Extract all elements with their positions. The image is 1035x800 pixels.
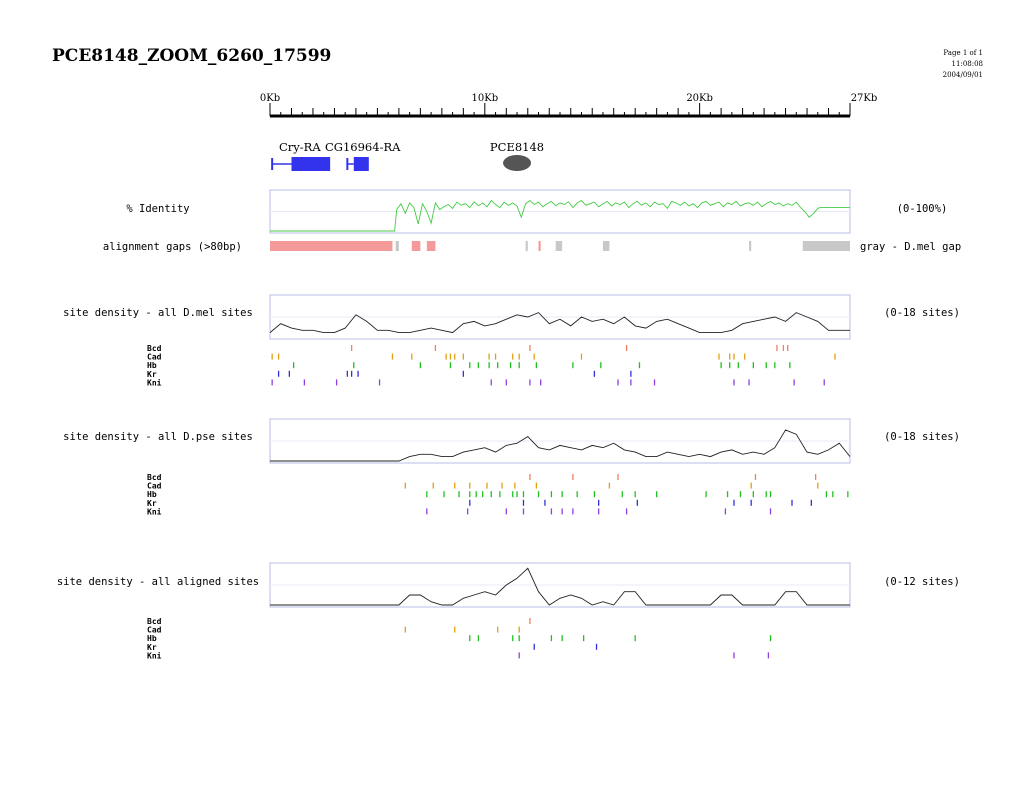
gene-label-cg16964: CG16964-RA [325,140,401,154]
site-row-label: Kr [147,643,157,652]
site-row-label: Cad [147,626,162,635]
site-row-label: Kr [147,499,157,508]
element-label: PCE8148 [490,140,544,154]
site-row-label: Bcd [147,617,162,626]
print-time: 11:08:08 [951,60,983,68]
track-curve [269,312,850,334]
track-label: % Identity [126,203,189,215]
dmel-gap [802,241,850,251]
page-number: Page 1 of 1 [943,49,983,57]
dmel-gap [525,241,528,251]
gene-track: Cry-RA CG16964-RA PCE8148 [271,140,544,171]
track-range-label: (0-18 sites) [884,307,960,319]
ruler-tick-label: 27Kb [851,93,878,104]
track-curve [270,567,850,606]
track-curve [270,429,851,462]
site-row-label: Kni [147,377,162,387]
site-row-label: Kr [147,370,157,379]
track-range-label: (0-100%) [897,203,948,215]
site-row-label: Kni [147,650,162,660]
pce8148-element [503,155,532,171]
site-row-label: Cad [147,353,162,362]
gene-exon [353,157,369,171]
site-row-label: Cad [147,482,162,491]
ruler-tick-label: 20Kb [686,93,713,104]
site-row-label: Hb [147,361,157,370]
site-row-label: Bcd [147,344,162,353]
site-row-label: Hb [147,490,157,499]
gene-label-cry: Cry-RA [279,140,321,154]
ruler-tick-label: 10Kb [472,93,499,104]
dmel-gap [395,241,399,251]
page-info: Page 1 of 1 11:08:08 2004/09/01 [943,48,983,81]
alignment-gap [426,241,436,251]
dmel-gap [602,241,610,251]
gene-exon [291,157,331,171]
gap-legend: gray - D.mel gap [860,241,961,253]
site-row-label: Hb [147,634,157,643]
track-label: site density - all aligned sites [57,576,259,588]
alignment-gap [270,241,393,251]
gap-track-label: alignment gaps (>80bp) [103,241,242,253]
site-row-label: Bcd [147,473,162,482]
kb-ruler: 0Kb 10Kb 20Kb 27Kb [260,93,878,118]
track-curve [270,199,850,232]
site-row-label: Kni [147,506,162,516]
data-tracks: % Identity (0-100%) alignment gaps (>80bp)… [57,189,961,608]
print-date: 2004/09/01 [942,71,983,79]
track-range-label: (0-12 sites) [884,576,960,588]
dmel-gap [555,241,563,251]
track-label: site density - all D.pse sites [63,431,253,443]
track-range-label: (0-18 sites) [884,431,960,443]
track-label: site density - all D.mel sites [63,307,253,319]
ruler-tick-label: 0Kb [260,93,280,104]
alignment-gap [538,241,541,251]
page-title: PCE8148_ZOOM_6260_17599 [52,46,332,66]
dmel-gap [749,241,752,251]
alignment-gap [411,241,421,251]
